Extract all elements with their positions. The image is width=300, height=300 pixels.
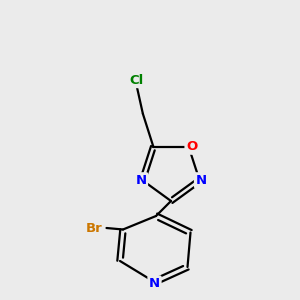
Text: O: O (186, 140, 197, 153)
Text: N: N (149, 277, 160, 290)
Text: Br: Br (86, 221, 103, 235)
Text: Cl: Cl (130, 74, 144, 87)
Text: N: N (196, 174, 207, 187)
Text: N: N (135, 174, 146, 187)
